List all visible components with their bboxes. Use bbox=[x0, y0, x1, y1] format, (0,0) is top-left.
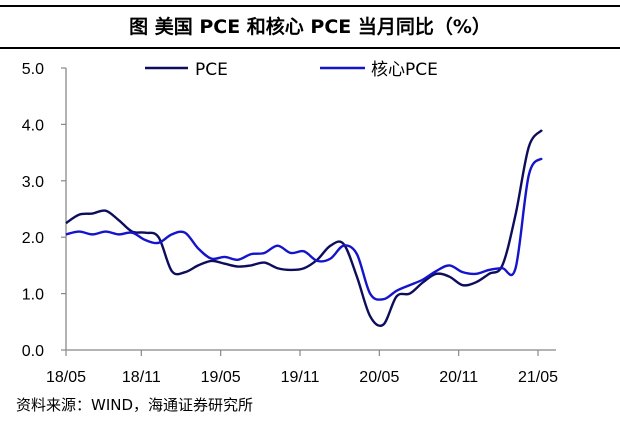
chart-title: 图 美国 PCE 和核心 PCE 当月同比（%） bbox=[0, 5, 620, 49]
y-tick-label: 4.0 bbox=[22, 117, 44, 134]
y-tick-label: 2.0 bbox=[22, 230, 44, 247]
y-tick-label: 5.0 bbox=[22, 61, 44, 78]
legend-label-core-pce: 核心PCE bbox=[371, 60, 438, 80]
y-tick-label: 0.0 bbox=[22, 343, 44, 360]
x-tick-label: 21/05 bbox=[518, 369, 558, 386]
legend: PCE 核心PCE bbox=[145, 60, 438, 80]
x-tick-label: 19/11 bbox=[281, 369, 320, 386]
y-tick-label: 3.0 bbox=[22, 174, 44, 191]
x-tick-label: 19/05 bbox=[201, 369, 241, 386]
x-tick-label: 18/11 bbox=[122, 369, 161, 386]
x-tick-label: 20/11 bbox=[439, 369, 478, 386]
x-tick-label: 20/05 bbox=[359, 369, 399, 386]
axes: 0.0 1.0 2.0 3.0 4.0 5.0 18/05 18/11 19/05 19/11 20… bbox=[22, 61, 558, 386]
series-line-pce bbox=[65, 129, 543, 327]
series-lines bbox=[65, 129, 543, 327]
x-tick-label: 18/05 bbox=[46, 369, 86, 386]
y-tick-label: 1.0 bbox=[22, 287, 44, 304]
legend-label-pce: PCE bbox=[195, 60, 228, 80]
series-line-core-pce bbox=[65, 157, 543, 301]
source-note: 资料来源：WIND，海通证券研究所 bbox=[16, 396, 254, 414]
